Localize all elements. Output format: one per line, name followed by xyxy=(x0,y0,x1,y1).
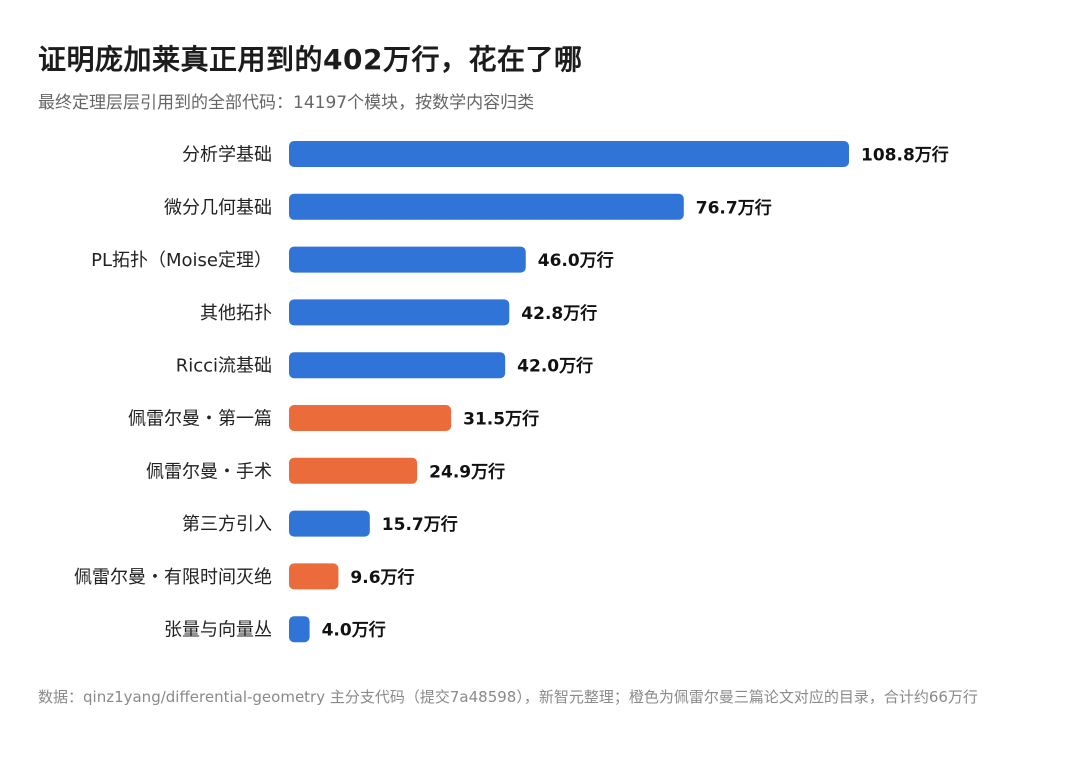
bar xyxy=(289,510,370,537)
category-label: 张量与向量丛 xyxy=(164,620,272,641)
bar xyxy=(289,193,684,220)
bar xyxy=(289,352,506,379)
data-label: 76.7万行 xyxy=(696,197,772,218)
source-footnote: 数据：qinz1yang/differential-geometry 主分支代码… xyxy=(38,688,978,706)
bar xyxy=(289,616,310,643)
bar xyxy=(289,246,526,273)
data-label: 46.0万行 xyxy=(538,250,614,271)
data-label: 9.6万行 xyxy=(350,567,414,588)
category-label: 佩雷尔曼・手术 xyxy=(146,461,272,482)
data-label: 42.8万行 xyxy=(521,303,597,324)
data-label: 24.9万行 xyxy=(429,461,505,482)
category-label: 佩雷尔曼・有限时间灭绝 xyxy=(74,567,272,588)
data-label: 42.0万行 xyxy=(517,356,593,377)
chart-subtitle: 最终定理层层引用到的全部代码：14197个模块，按数学内容归类 xyxy=(38,93,535,113)
data-label: 4.0万行 xyxy=(322,620,386,641)
category-label: 其他拓扑 xyxy=(200,303,272,324)
category-label: PL拓扑（Moise定理） xyxy=(91,250,272,271)
bar xyxy=(289,563,339,590)
chart-title: 证明庞加莱真正用到的402万行，花在了哪 xyxy=(38,43,583,76)
data-label: 108.8万行 xyxy=(861,145,949,166)
bar xyxy=(289,457,418,484)
data-label: 31.5万行 xyxy=(463,409,539,430)
category-label: 微分几何基础 xyxy=(164,197,272,218)
category-label: Ricci流基础 xyxy=(176,356,272,377)
bar xyxy=(289,299,510,326)
category-label: 分析学基础 xyxy=(182,145,272,166)
data-label: 15.7万行 xyxy=(382,514,458,535)
category-label: 佩雷尔曼・第一篇 xyxy=(128,409,272,430)
category-label: 第三方引入 xyxy=(182,514,272,535)
bar xyxy=(289,141,849,167)
bar xyxy=(289,405,452,431)
